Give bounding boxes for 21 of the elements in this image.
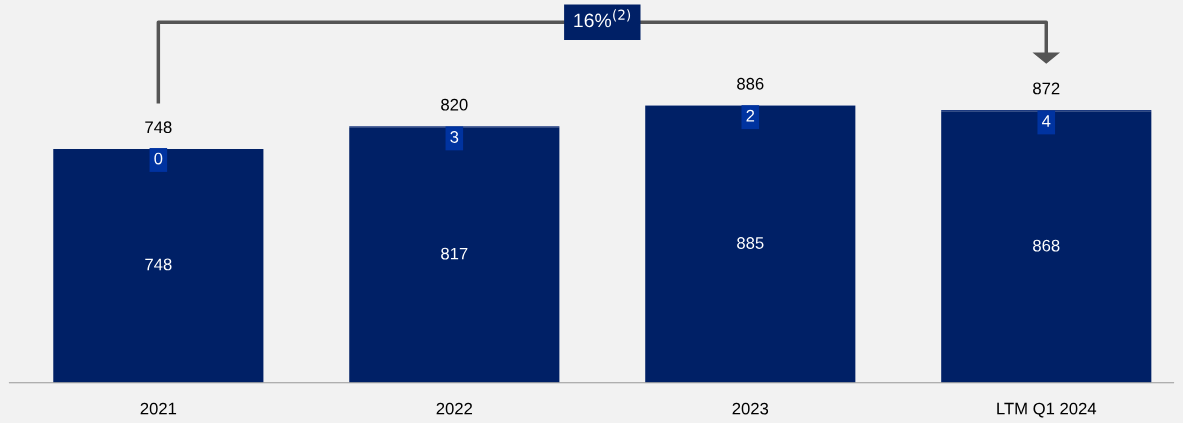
bar [645,106,856,383]
x-tick-label: 2023 [732,402,769,415]
data-label: 0 [154,152,163,165]
total-label: 872 [1033,82,1060,95]
data-label: 4 [1042,115,1051,127]
bar [53,148,264,383]
x-tick-label: 2022 [436,402,473,415]
x-tick-label: LTM Q1 2024 [997,402,1097,418]
data-label: 2 [746,109,755,122]
total-label: 748 [145,121,172,134]
total-label: 820 [441,98,468,111]
x-tick-label: 2021 [140,402,177,415]
data-label: 748 [145,258,172,271]
bar [349,127,560,383]
data-label: 817 [441,247,468,260]
bar [941,111,1152,383]
data-label: 885 [737,237,764,249]
data-label: 868 [1033,239,1060,252]
data-label: 3 [450,131,459,143]
total-label: 886 [737,77,764,90]
text: 16%$^{(2)}$ [574,9,631,28]
